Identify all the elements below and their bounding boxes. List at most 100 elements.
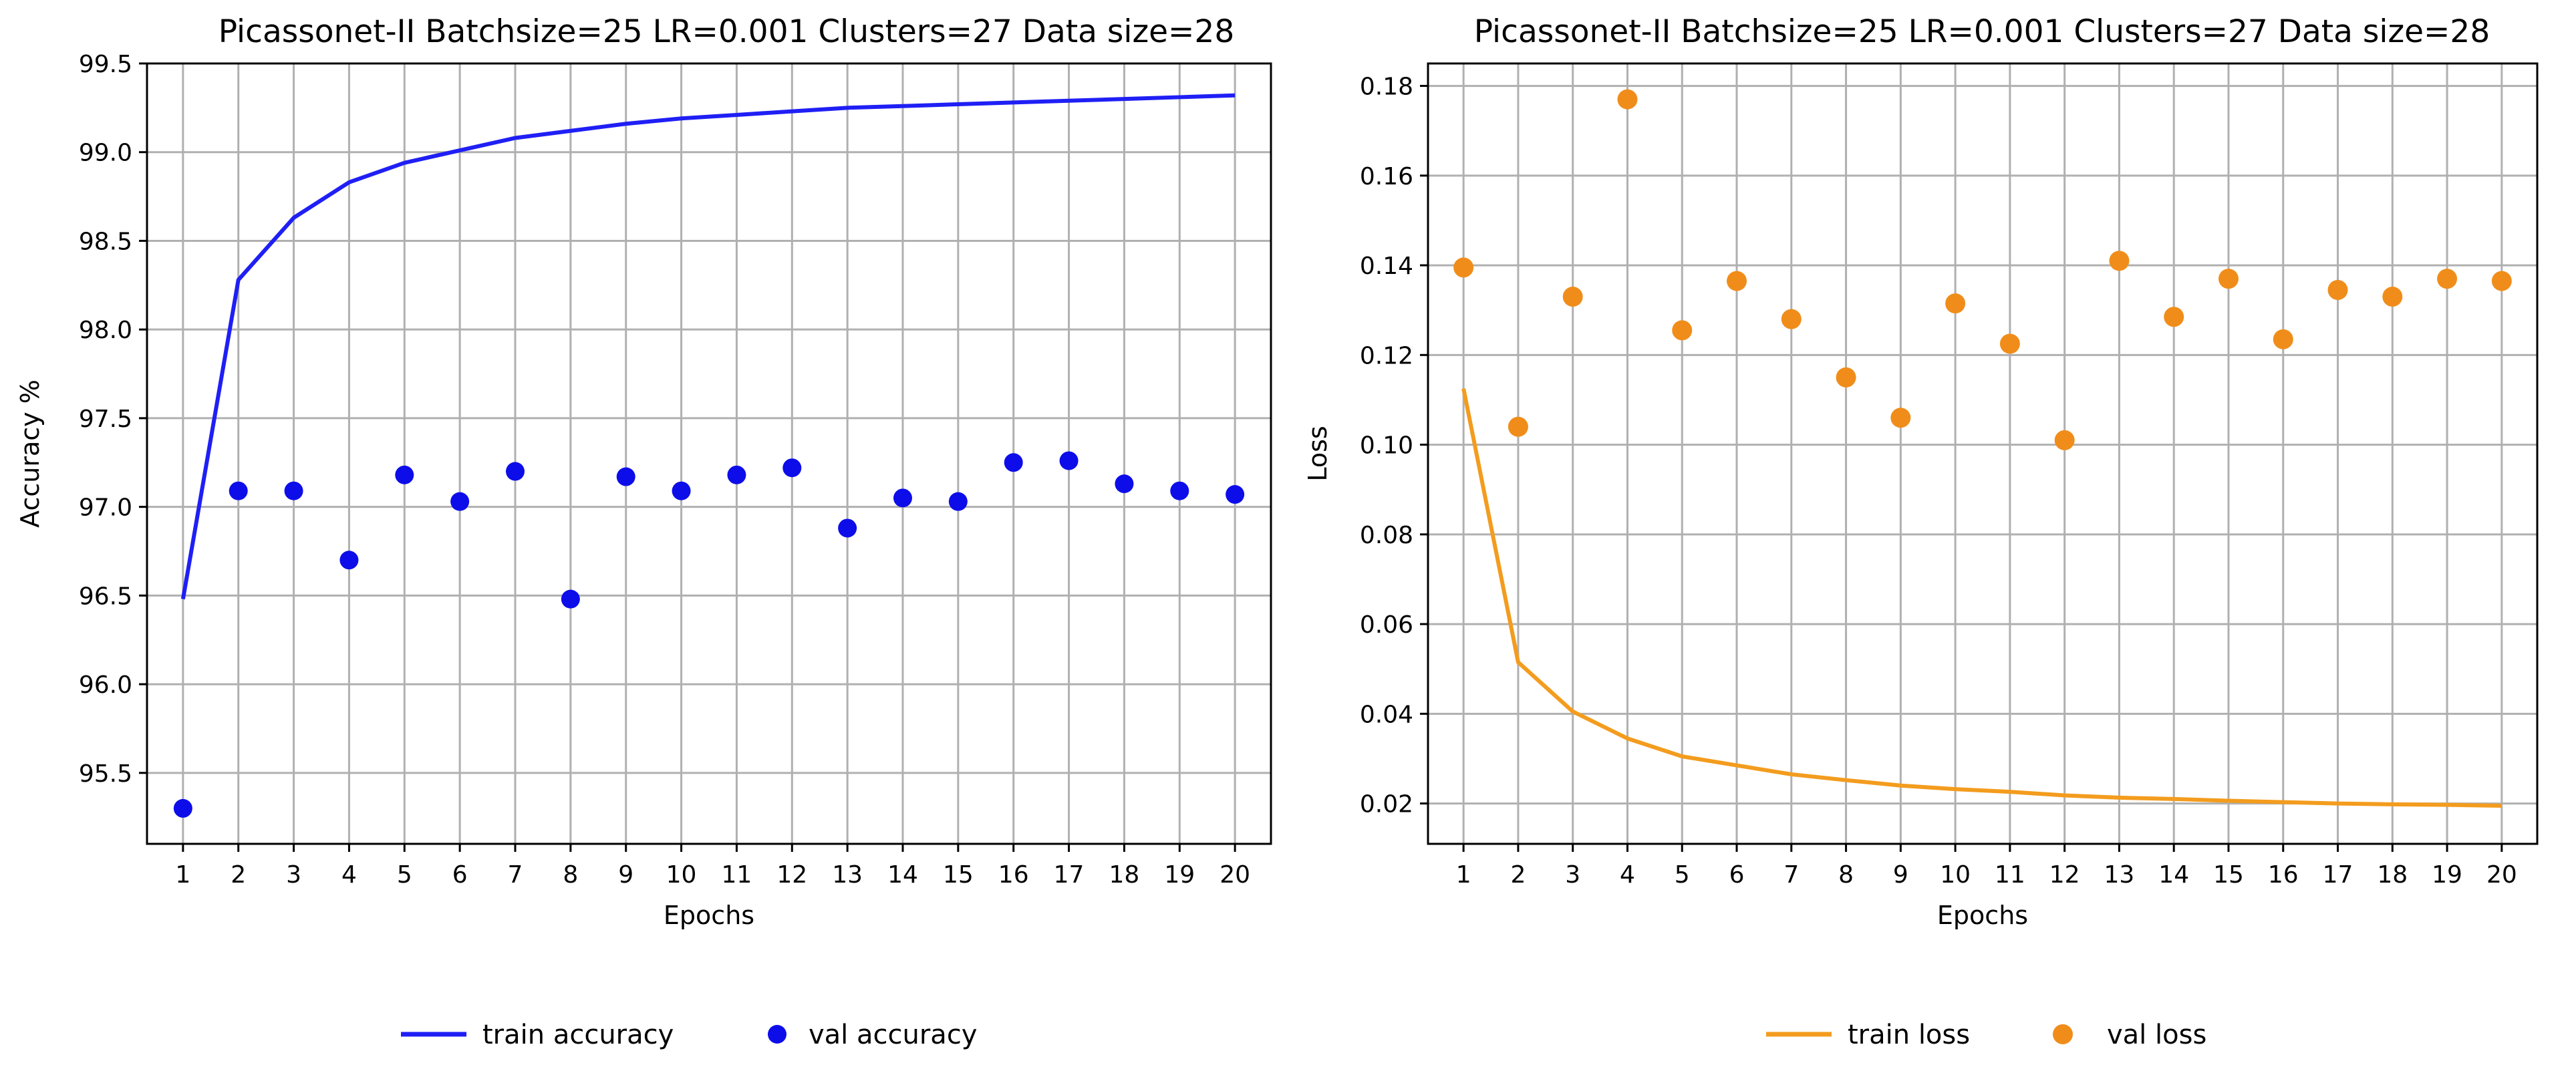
val-accuracy-point: [339, 551, 359, 570]
val-loss-point: [2164, 307, 2184, 327]
val-accuracy-point: [838, 518, 857, 538]
accuracy-grid: [147, 62, 1271, 844]
loss-ticks: 1 2 3 4 5 6 7 8 9 10 11 12 13 14 15 16 17 18 19 200.020.040…: [1360, 73, 2517, 889]
accuracy-x-tick-label: 2: [231, 861, 246, 889]
legend-val-accuracy-swatch: [768, 1025, 786, 1044]
loss-y-tick-label: 0.14: [1360, 253, 1413, 280]
val-loss-point: [2273, 329, 2293, 349]
loss-x-tick-label: 9: [1893, 861, 1908, 889]
val-loss-point: [1727, 271, 1747, 291]
accuracy-y-axis-label: Accuracy %: [15, 379, 45, 528]
legend-train-accuracy-label: train accuracy: [482, 1020, 674, 1050]
val-accuracy-point: [1226, 485, 1245, 504]
loss-plot-frame: [1427, 62, 2539, 845]
val-loss-point: [1617, 89, 1638, 110]
loss-x-tick-label: 13: [2104, 861, 2135, 889]
accuracy-y-tick-label: 95.5: [79, 760, 132, 788]
val-loss-point: [2218, 269, 2239, 289]
loss-x-tick-label: 10: [1940, 861, 1971, 889]
loss-y-tick-label: 0.12: [1360, 342, 1413, 369]
accuracy-series: [173, 93, 1245, 818]
val-accuracy-point: [1004, 453, 1023, 472]
val-accuracy-point: [893, 488, 912, 508]
val-accuracy-point: [229, 481, 248, 500]
loss-x-tick-label: 20: [2486, 861, 2517, 889]
val-loss-point: [1508, 416, 1528, 437]
val-accuracy-point: [672, 481, 691, 500]
accuracy-x-tick-label: 17: [1054, 861, 1085, 889]
accuracy-x-tick-label: 8: [563, 861, 578, 889]
legend-train-loss-label: train loss: [1848, 1020, 1970, 1050]
val-loss-point: [2054, 430, 2075, 450]
accuracy-x-tick-label: 10: [666, 861, 697, 889]
accuracy-x-tick-label: 9: [618, 861, 633, 889]
val-loss-point: [1781, 309, 1802, 329]
val-accuracy-point: [1115, 474, 1134, 494]
accuracy-x-tick-label: 14: [887, 861, 918, 889]
val-loss-point: [1836, 367, 1856, 388]
accuracy-y-tick-label: 96.5: [79, 583, 132, 610]
loss-x-tick-label: 17: [2323, 861, 2353, 889]
accuracy-chart: Picassonet-II Batchsize=25 LR=0.001 Clus…: [15, 13, 1272, 1050]
accuracy-plot-frame: [146, 62, 1272, 845]
loss-x-tick-label: 14: [2158, 861, 2189, 889]
loss-x-tick-label: 6: [1729, 861, 1745, 889]
accuracy-ticks: 1 2 3 4 5 6 7 8 9 10 11 12 13 14 15 16 17 18 19 2095.596.09…: [79, 51, 1250, 889]
accuracy-x-tick-label: 16: [998, 861, 1029, 889]
val-accuracy-point: [782, 458, 802, 478]
val-accuracy-point: [450, 492, 470, 511]
loss-y-axis-label: Loss: [1303, 426, 1332, 481]
loss-x-tick-label: 19: [2432, 861, 2462, 889]
loss-x-tick-label: 8: [1838, 861, 1854, 889]
loss-x-tick-label: 7: [1783, 861, 1799, 889]
loss-y-tick-label: 0.10: [1360, 432, 1413, 460]
loss-x-tick-label: 4: [1620, 861, 1635, 889]
val-accuracy-point: [173, 798, 192, 818]
val-accuracy-point: [1059, 451, 1079, 470]
accuracy-y-tick-label: 99.5: [79, 51, 132, 78]
loss-y-tick-label: 0.16: [1360, 163, 1413, 190]
loss-legend: train loss val loss: [1766, 1020, 2206, 1050]
loss-chart: Picassonet-II Batchsize=25 LR=0.001 Clus…: [1303, 13, 2539, 1050]
accuracy-x-tick-label: 15: [943, 861, 974, 889]
val-loss-point: [1890, 408, 1911, 428]
legend-val-accuracy-label: val accuracy: [809, 1020, 977, 1050]
accuracy-x-tick-label: 20: [1220, 861, 1250, 889]
loss-x-tick-label: 5: [1675, 861, 1690, 889]
val-accuracy-point: [1170, 481, 1189, 500]
loss-x-tick-label: 15: [2213, 861, 2244, 889]
loss-x-tick-label: 1: [1456, 861, 1471, 889]
accuracy-x-axis-label: Epochs: [664, 901, 754, 930]
val-loss-point: [1999, 333, 2020, 354]
loss-x-tick-label: 16: [2268, 861, 2299, 889]
loss-x-tick-label: 18: [2377, 861, 2408, 889]
val-loss-point: [2109, 251, 2130, 271]
accuracy-x-tick-label: 5: [397, 861, 412, 889]
val-accuracy-point: [284, 481, 303, 500]
accuracy-x-tick-label: 3: [286, 861, 301, 889]
accuracy-y-tick-label: 96.0: [79, 671, 132, 699]
accuracy-x-tick-label: 4: [341, 861, 357, 889]
val-accuracy-point: [727, 465, 746, 484]
accuracy-legend: train accuracy val accuracy: [401, 1020, 977, 1050]
loss-series: [1453, 89, 2512, 808]
loss-y-tick-label: 0.06: [1360, 611, 1413, 639]
loss-x-tick-label: 12: [2049, 861, 2080, 889]
loss-x-tick-label: 2: [1510, 861, 1526, 889]
val-accuracy-point: [395, 465, 414, 484]
accuracy-y-tick-label: 98.5: [79, 228, 132, 255]
val-loss-point: [1453, 257, 1474, 278]
accuracy-x-tick-label: 11: [722, 861, 752, 889]
val-loss-point: [2382, 287, 2403, 307]
loss-y-tick-label: 0.08: [1360, 522, 1413, 549]
accuracy-y-tick-label: 98.0: [79, 317, 132, 344]
accuracy-x-tick-label: 19: [1164, 861, 1195, 889]
val-loss-point: [2327, 279, 2348, 300]
accuracy-x-tick-label: 7: [508, 861, 523, 889]
val-accuracy-point: [506, 462, 525, 481]
val-loss-point: [1945, 293, 1966, 314]
val-accuracy-point: [948, 492, 968, 511]
val-loss-point: [2437, 269, 2458, 289]
legend-val-loss-swatch: [2053, 1024, 2073, 1044]
